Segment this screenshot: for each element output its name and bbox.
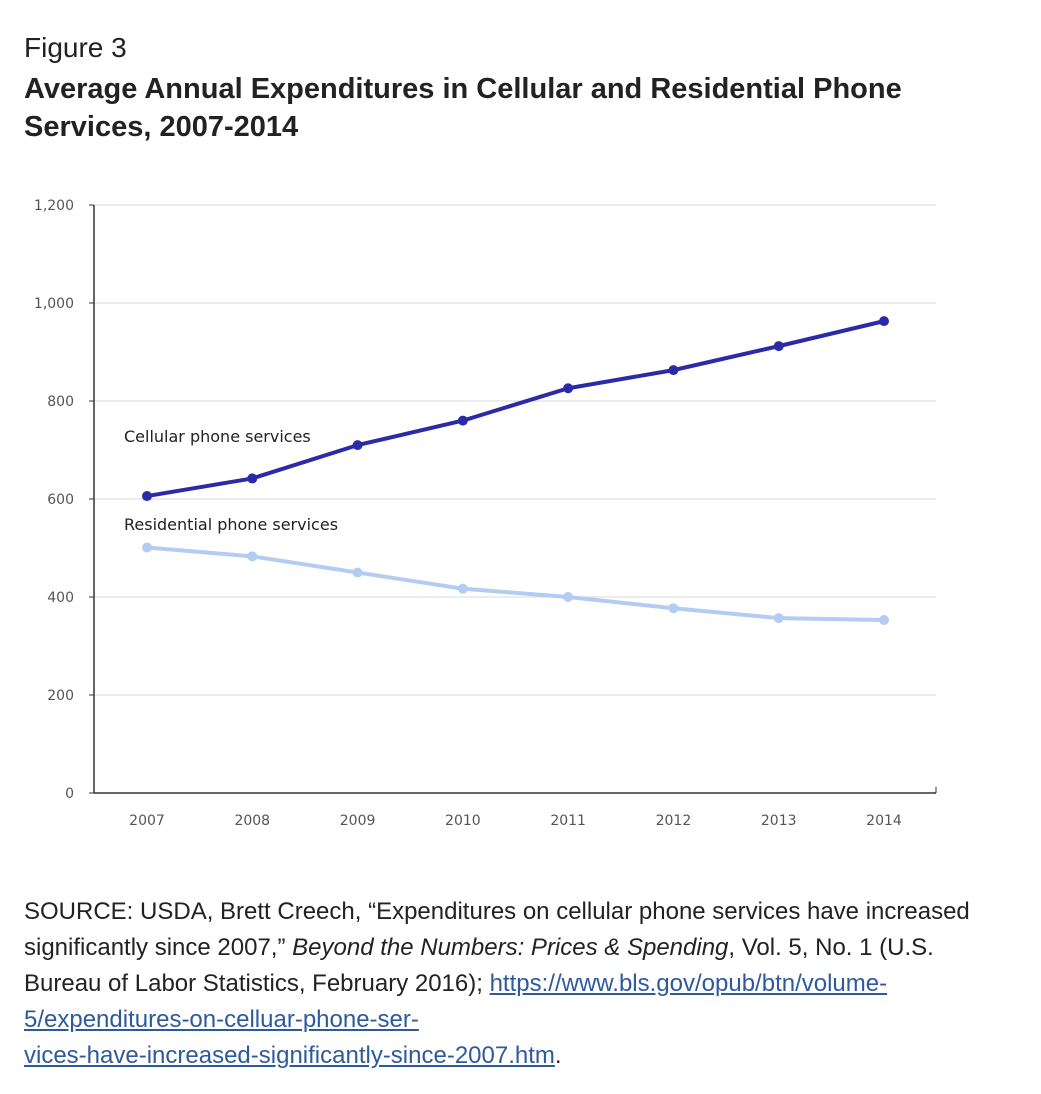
x-tick-label: 2014	[866, 813, 902, 829]
series-label-residential: Residential phone services	[124, 515, 338, 534]
y-tick-label: 0	[65, 786, 74, 802]
x-tick-label: 2013	[761, 813, 797, 829]
series-labels: Cellular phone services Residential phon…	[124, 427, 338, 534]
source-note: SOURCE: USDA, Brett Creech, “Expenditure…	[24, 894, 984, 1074]
axes	[89, 204, 937, 794]
data-point-cellular	[668, 365, 679, 376]
figure-label: Figure 3	[24, 32, 127, 63]
data-point-cellular	[879, 316, 889, 327]
x-tick-label: 2009	[340, 813, 376, 829]
data-point-residential	[773, 613, 784, 624]
source-details: , Vol. 5, No. 1 (U.S. Bureau of Labor St…	[24, 934, 934, 997]
data-point-residential	[457, 583, 468, 594]
source-url-line2: vices-have-increased-significantly-since…	[24, 1042, 555, 1069]
data-point-residential	[668, 603, 679, 614]
series	[142, 316, 889, 626]
data-point-residential	[879, 615, 889, 626]
x-tick-label: 2008	[234, 813, 270, 829]
y-tick-label: 1,000	[34, 296, 74, 312]
source-publication: Beyond the Numbers: Prices & Spending	[292, 934, 729, 961]
y-tick-label: 1,200	[34, 198, 74, 214]
y-axis-tick-labels: 0 200 400 600 800 1,000 1,200	[34, 198, 74, 802]
grid-lines	[94, 204, 936, 696]
chart-title: Average Annual Expenditures in Cellular …	[24, 73, 902, 143]
x-tick-label: 2007	[129, 813, 165, 829]
y-tick-label: 200	[47, 688, 74, 704]
y-tick-label: 400	[47, 590, 74, 606]
y-tick-label: 800	[47, 394, 74, 410]
x-tick-label: 2011	[550, 813, 586, 829]
data-point-cellular	[352, 440, 363, 451]
data-point-residential	[563, 592, 574, 602]
source-suffix: .	[554, 1042, 562, 1069]
x-tick-label: 2012	[656, 813, 692, 829]
series-line-cellular	[145, 319, 886, 499]
source-url-line1: https://www.bls.gov/opub/btn/volume-5/ex…	[24, 970, 888, 1033]
data-point-residential	[352, 567, 363, 578]
x-tick-label: 2010	[445, 813, 481, 829]
x-axis-tick-labels: 2007 2008 2009 2010 2011 2012 2013 2014	[129, 813, 902, 829]
line-chart: 0 200 400 600 800 1,000 1,200 2007 2008 2009 2010…	[34, 198, 937, 829]
data-point-residential	[247, 551, 258, 562]
source-link[interactable]: https://www.bls.gov/opub/btn/volume-5/ex…	[24, 970, 887, 1069]
source-prefix: SOURCE: USDA, Brett Creech, “Expenditure…	[24, 898, 970, 961]
y-tick-label: 600	[47, 492, 74, 508]
data-point-residential	[142, 542, 152, 553]
data-point-cellular	[563, 383, 574, 394]
data-point-cellular	[773, 341, 784, 352]
data-point-cellular	[247, 473, 258, 484]
series-line-residential	[145, 545, 886, 623]
data-point-cellular	[142, 491, 152, 502]
data-point-cellular	[457, 415, 468, 426]
series-label-cellular: Cellular phone services	[124, 427, 311, 446]
